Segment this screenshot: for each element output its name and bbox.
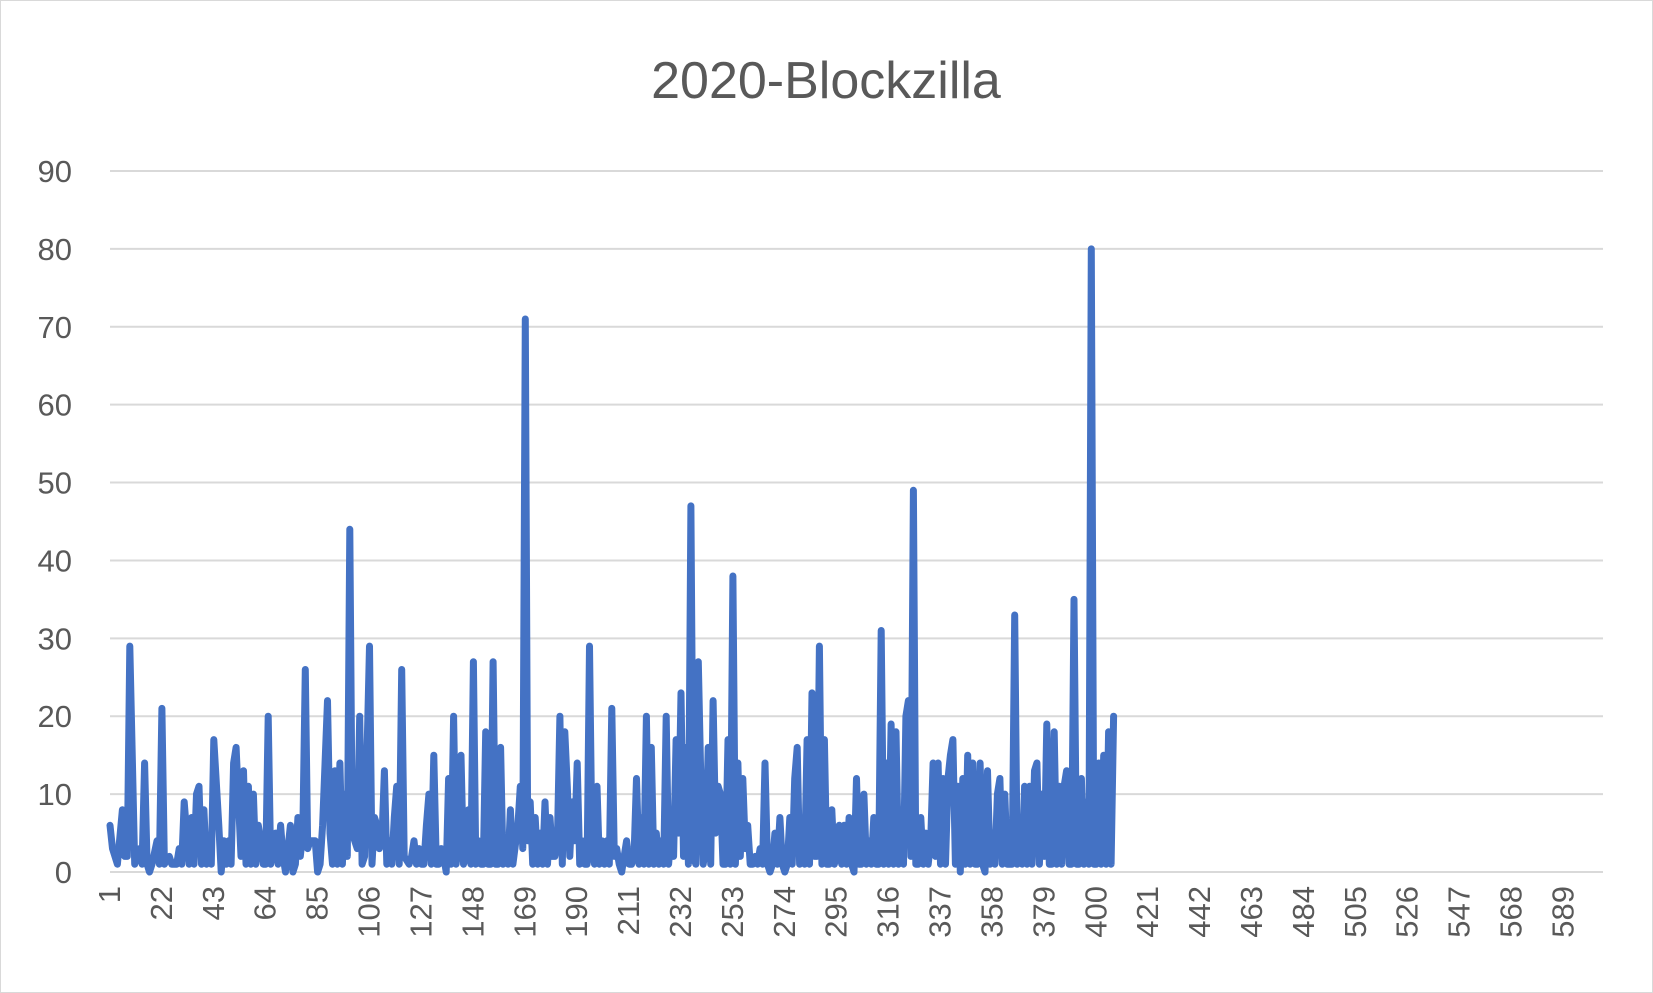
x-tick-label: 358: [974, 886, 1009, 938]
x-tick-label: 274: [767, 886, 802, 938]
x-tick-label: 169: [507, 886, 542, 938]
x-tick-label: 190: [559, 886, 594, 938]
series-layer: [106, 245, 1118, 876]
y-tick-label: 90: [38, 154, 72, 189]
x-tick-label: 127: [403, 886, 438, 938]
x-tick-label: 337: [923, 886, 958, 938]
x-tick-label: 379: [1026, 886, 1061, 938]
y-tick-label: 30: [38, 621, 72, 656]
x-tick-label: 463: [1234, 886, 1269, 938]
y-tick-label: 40: [38, 543, 72, 578]
x-tick-label: 484: [1286, 886, 1321, 938]
x-axis-ticks: 1 22 43 64 85 106 127 148 169 190 211 232 253 274 295 3…: [92, 886, 1580, 938]
y-tick-label: 80: [38, 232, 72, 267]
x-tick-label: 421: [1130, 886, 1165, 938]
y-tick-label: 10: [38, 777, 72, 812]
x-tick-label: 400: [1078, 886, 1113, 938]
x-tick-label: 589: [1545, 886, 1580, 938]
chart-title: 2020-Blockzilla: [651, 52, 1001, 110]
y-tick-label: 60: [38, 388, 72, 423]
x-tick-label: 568: [1494, 886, 1529, 938]
x-tick-label: 547: [1442, 886, 1477, 938]
y-tick-label: 70: [38, 310, 72, 345]
y-tick-label: 0: [55, 855, 72, 890]
gridlines: [110, 170, 1603, 873]
series-line: [106, 245, 1118, 876]
x-tick-label: 211: [611, 886, 646, 935]
y-tick-label: 20: [38, 699, 72, 734]
x-tick-label: 43: [196, 886, 231, 920]
x-tick-label: 526: [1390, 886, 1425, 938]
x-tick-label: 22: [144, 886, 179, 920]
x-tick-label: 106: [352, 886, 387, 938]
y-tick-label: 50: [38, 466, 72, 501]
y-axis-ticks: 0 10 20 30 40 50 60 70 80 90: [38, 154, 72, 890]
x-tick-label: 316: [871, 886, 906, 938]
x-tick-label: 85: [300, 886, 335, 920]
x-tick-label: 442: [1182, 886, 1217, 938]
x-tick-label: 295: [819, 886, 854, 938]
x-tick-label: 253: [715, 886, 750, 938]
x-tick-label: 232: [663, 886, 698, 938]
x-tick-label: 64: [248, 886, 283, 920]
x-tick-label: 505: [1338, 886, 1373, 938]
x-tick-label: 148: [455, 886, 490, 938]
x-tick-label: 1: [92, 886, 127, 903]
